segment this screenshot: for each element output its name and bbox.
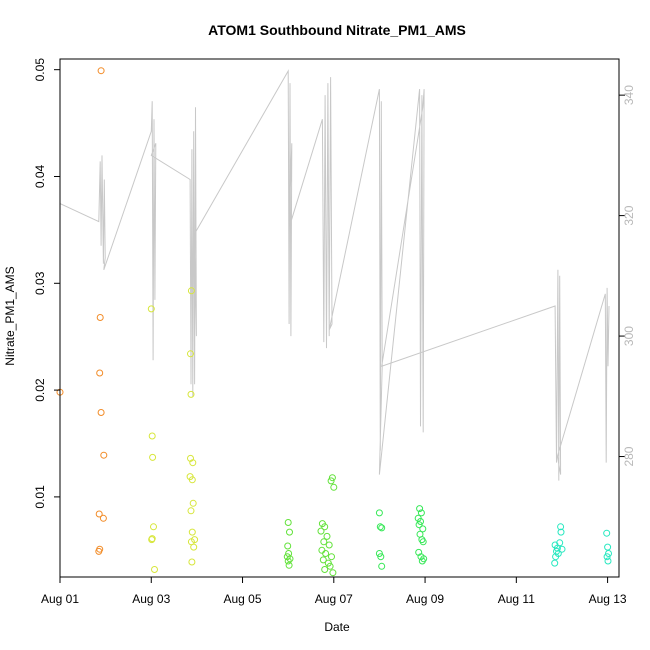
scatter-point [99,514,107,522]
scatter-point [557,528,565,536]
scatter-point [328,474,336,482]
x-tick-label: Aug 11 [498,592,535,606]
scatter-point [376,523,384,531]
scatter-point [147,305,155,313]
x-tick-label: Aug 07 [315,592,353,606]
scatter-point [188,476,196,484]
scatter-point [375,509,383,517]
scatter-point [187,350,194,358]
scatter-points-layer [56,67,612,577]
y-tick-label: 0.04 [33,164,47,188]
y-axis-label: Nitrate_PM1_AMS [3,266,17,365]
scatter-point [552,553,560,561]
y-axis: 0.01 0.02 0.03 0.04 0.05 [33,58,61,509]
scatter-point [377,553,385,561]
scatter-point [189,459,197,467]
scatter-point [415,521,423,529]
scatter-point [603,553,611,561]
scatter-point [187,287,195,295]
scatter-point [150,523,157,531]
y-tick-label: 0.01 [33,485,47,509]
y2-tick-label: 280 [622,446,636,466]
scatter-point [322,550,330,557]
scatter-point [100,451,108,459]
scatter-point [286,528,293,536]
scatter-point [329,569,337,577]
scatter-point [284,519,292,526]
x-tick-label: Aug 05 [224,592,262,606]
scatter-point [97,409,105,416]
scatter-point [328,553,335,561]
scatter-point [148,432,156,440]
scatter-point [321,523,329,531]
scatter-point [189,499,197,507]
scatter-point [187,507,195,515]
x-axis-label: Date [324,620,350,634]
scatter-point [603,529,611,537]
scatter-point [284,542,292,550]
scatter-point [188,558,196,566]
chart-title: ATOM1 Southbound Nitrate_PM1_AMS [208,22,466,38]
scatter-point [285,561,293,569]
scatter-point [284,557,292,565]
scatter-point [551,559,559,567]
scatter-point [286,555,294,563]
scatter-point [190,543,198,551]
scatter-point [95,547,103,555]
scatter-point [97,67,105,75]
scatter-point [317,527,325,535]
x-tick-label: Aug 01 [41,592,79,606]
y-tick-label: 0.05 [33,58,47,82]
scatter-point [417,509,425,517]
scatter-point [604,557,612,565]
scatter-point [321,566,329,573]
scatter-point [418,557,426,565]
scatter-point [323,532,331,540]
scatter-point [378,562,386,570]
scatter-point [151,566,158,573]
scatter-point [148,536,156,544]
y2-tick-label: 320 [622,205,636,225]
scatter-point [320,538,328,546]
scatter-point [318,546,326,554]
x-tick-label: Aug 09 [406,592,444,606]
y-tick-label: 0.02 [33,378,47,402]
scatter-point [96,369,104,377]
scatter-point [378,524,386,532]
scatter-point [558,545,566,553]
x-axis: Aug 01 Aug 03 Aug 05 Aug 07 Aug 09 Aug 11 Aug … [41,576,627,606]
x-tick-label: Aug 03 [132,592,170,606]
secondary-y-axis: 280 300 320 340 [619,85,636,467]
y2-tick-label: 340 [622,85,636,105]
scatter-point [557,523,565,531]
scatter-point [417,518,424,525]
scatter-point [419,538,427,546]
line-series-path [59,69,610,481]
scatter-point [419,525,427,533]
scatter-point [604,543,612,551]
y-tick-label: 0.03 [33,271,47,295]
y2-tick-label: 300 [622,326,636,346]
scatter-point [188,528,196,536]
scatter-point [556,539,564,547]
plot-frame [59,58,620,578]
scatter-point [375,550,383,557]
scatter-point [327,477,335,485]
scatter-point [96,314,104,321]
scatter-point [416,505,424,513]
scatter-point [605,550,612,557]
scatter-point [149,453,157,461]
scatter-point [325,541,333,549]
scatter-point [330,483,338,491]
scatter-point [319,556,327,564]
scatter-point [187,390,195,398]
scatter-point [326,562,334,570]
line-series-layer [59,69,610,481]
scatter-point [95,510,103,518]
x-tick-label: Aug 13 [589,592,627,606]
